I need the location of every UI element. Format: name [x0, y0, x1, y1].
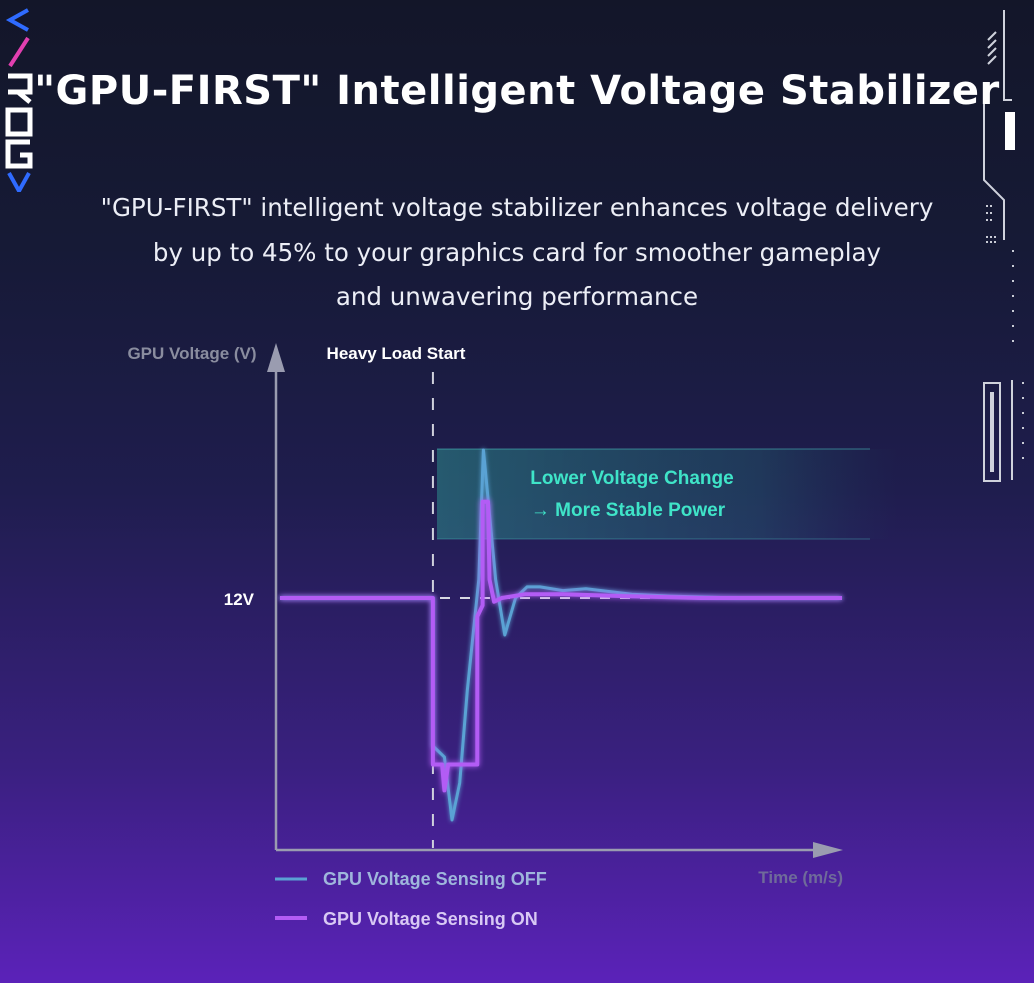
annotation-line-2: → More Stable Power	[531, 500, 726, 521]
y-axis-arrow-icon	[267, 343, 285, 372]
reference-label-12v: 12V	[224, 590, 255, 609]
page-subtitle: "GPU-FIRST" intelligent voltage stabiliz…	[60, 186, 974, 320]
page-title: "GPU-FIRST" Intelligent Voltage Stabiliz…	[34, 68, 1000, 114]
annotation-line-1: Lower Voltage Change	[530, 468, 733, 489]
subtitle-line: and unwavering performance	[335, 282, 699, 311]
annotation-band	[437, 449, 897, 539]
subtitle-line: "GPU-FIRST" intelligent voltage stabiliz…	[100, 193, 934, 222]
x-axis-label: Time (m/s)	[758, 868, 843, 887]
heavy-load-label: Heavy Load Start	[327, 344, 466, 363]
hud-decoration-icon	[983, 10, 1024, 482]
series-line-on	[280, 499, 842, 793]
legend-label-off: GPU Voltage Sensing OFF	[323, 869, 547, 889]
voltage-chart: Lower Voltage Change → More Stable Power…	[127, 343, 897, 929]
y-axis-label: GPU Voltage (V)	[127, 344, 256, 363]
rog-logo-icon	[5, 8, 33, 192]
x-axis-arrow-icon	[813, 842, 843, 858]
legend-label-on: GPU Voltage Sensing ON	[323, 909, 538, 929]
subtitle-line: by up to 45% to your graphics card for s…	[152, 237, 882, 267]
